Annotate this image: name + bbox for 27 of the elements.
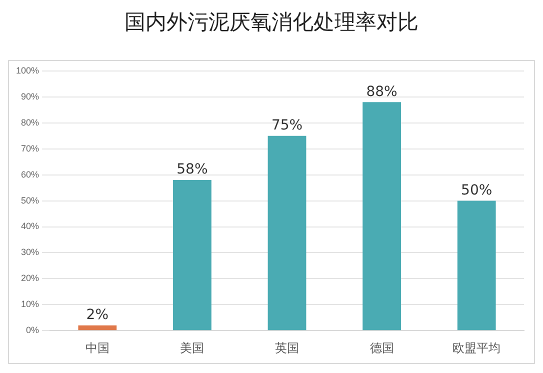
data-label: 2%	[86, 307, 109, 324]
y-tick-label: 100%	[16, 65, 40, 76]
y-tick-label: 70%	[21, 143, 40, 154]
bar	[78, 325, 117, 330]
y-tick-label: 80%	[21, 117, 40, 128]
bar	[173, 180, 212, 330]
chart-title: 国内外污泥厌氧消化处理率对比	[124, 9, 420, 36]
y-tick-label: 40%	[21, 221, 40, 232]
x-tick-label: 中国	[85, 340, 110, 355]
x-tick-label: 德国	[370, 340, 394, 355]
y-tick-label: 20%	[21, 273, 40, 284]
y-tick-label: 50%	[21, 195, 40, 206]
y-tick-label: 60%	[21, 169, 40, 180]
x-tick-label: 英国	[275, 340, 300, 355]
y-tick-label: 10%	[21, 299, 40, 310]
x-tick-label: 欧盟平均	[452, 340, 501, 355]
bar	[268, 136, 306, 330]
x-tick-label: 美国	[180, 340, 204, 355]
bar	[362, 102, 401, 330]
data-label: 88%	[366, 84, 398, 100]
data-label: 50%	[461, 182, 492, 198]
y-tick-label: 0%	[26, 325, 40, 336]
bar	[457, 200, 496, 330]
data-label: 58%	[176, 162, 208, 178]
y-tick-label: 30%	[21, 247, 40, 258]
data-label: 75%	[271, 118, 303, 134]
y-tick-label: 90%	[21, 91, 40, 102]
